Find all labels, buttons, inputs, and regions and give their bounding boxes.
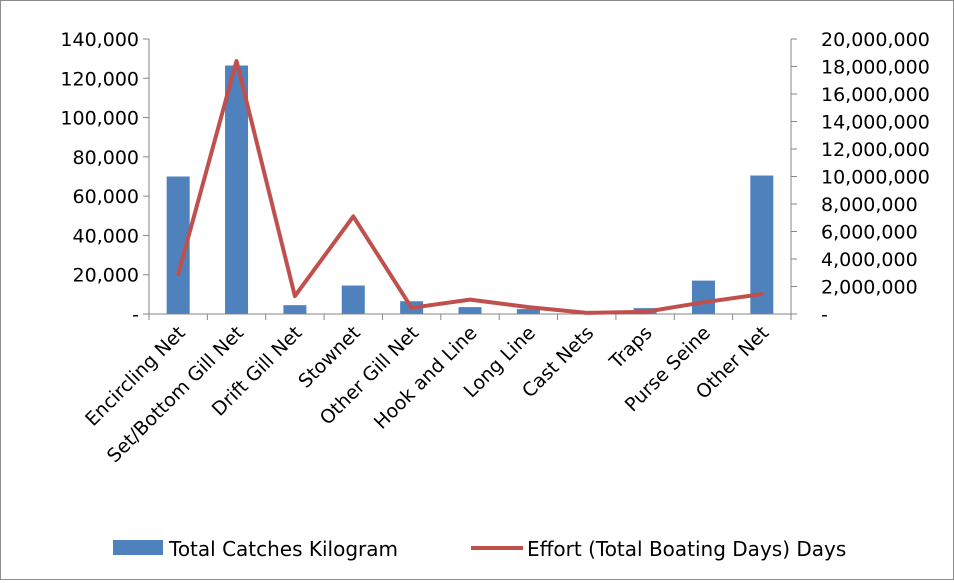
bar bbox=[692, 281, 715, 314]
left-tick-label: 120,000 bbox=[60, 68, 139, 90]
left-tick-label: - bbox=[132, 304, 139, 326]
effort-line bbox=[178, 61, 762, 313]
right-tick-label: 4,000,000 bbox=[821, 249, 918, 271]
legend-line-label: Effort (Total Boating Days) Days bbox=[527, 537, 846, 561]
category-label: Hook and Line bbox=[370, 322, 482, 434]
right-tick-label: 14,000,000 bbox=[821, 112, 930, 134]
right-tick-label: 8,000,000 bbox=[821, 194, 918, 216]
right-tick-label: 16,000,000 bbox=[821, 84, 930, 106]
right-tick-label: 18,000,000 bbox=[821, 57, 930, 79]
line-series bbox=[178, 61, 762, 313]
x-axis bbox=[149, 314, 791, 320]
left-y-axis: - 20,000 40,000 60,000 80,000 100,000 120,000 1… bbox=[60, 29, 149, 326]
bar bbox=[225, 66, 248, 314]
right-tick-label: 10,000,000 bbox=[821, 167, 930, 189]
left-tick-label: 60,000 bbox=[73, 186, 139, 208]
category-label: Encircling Net bbox=[81, 322, 190, 431]
left-tick-label: 20,000 bbox=[73, 265, 139, 287]
right-y-axis: - 2,000,000 4,000,000 6,000,000 8,000,000 10,… bbox=[791, 29, 930, 326]
legend: Total Catches Kilogram Effort (Total Boat… bbox=[113, 537, 846, 561]
bar-series bbox=[167, 66, 774, 314]
right-tick-label: 12,000,000 bbox=[821, 139, 930, 161]
bar bbox=[342, 286, 365, 314]
right-tick-label: 6,000,000 bbox=[821, 222, 918, 244]
right-tick-label: - bbox=[821, 304, 828, 326]
category-label: Traps bbox=[605, 322, 657, 374]
bar bbox=[459, 307, 482, 314]
left-tick-label: 100,000 bbox=[60, 108, 139, 130]
right-tick-label: 20,000,000 bbox=[821, 29, 930, 51]
left-tick-label: 80,000 bbox=[73, 147, 139, 169]
legend-bar-label: Total Catches Kilogram bbox=[168, 537, 398, 561]
left-tick-label: 140,000 bbox=[60, 29, 139, 51]
right-tick-label: 2,000,000 bbox=[821, 277, 918, 299]
left-tick-label: 40,000 bbox=[73, 225, 139, 247]
legend-bar-swatch bbox=[113, 540, 163, 555]
bar bbox=[283, 305, 306, 314]
